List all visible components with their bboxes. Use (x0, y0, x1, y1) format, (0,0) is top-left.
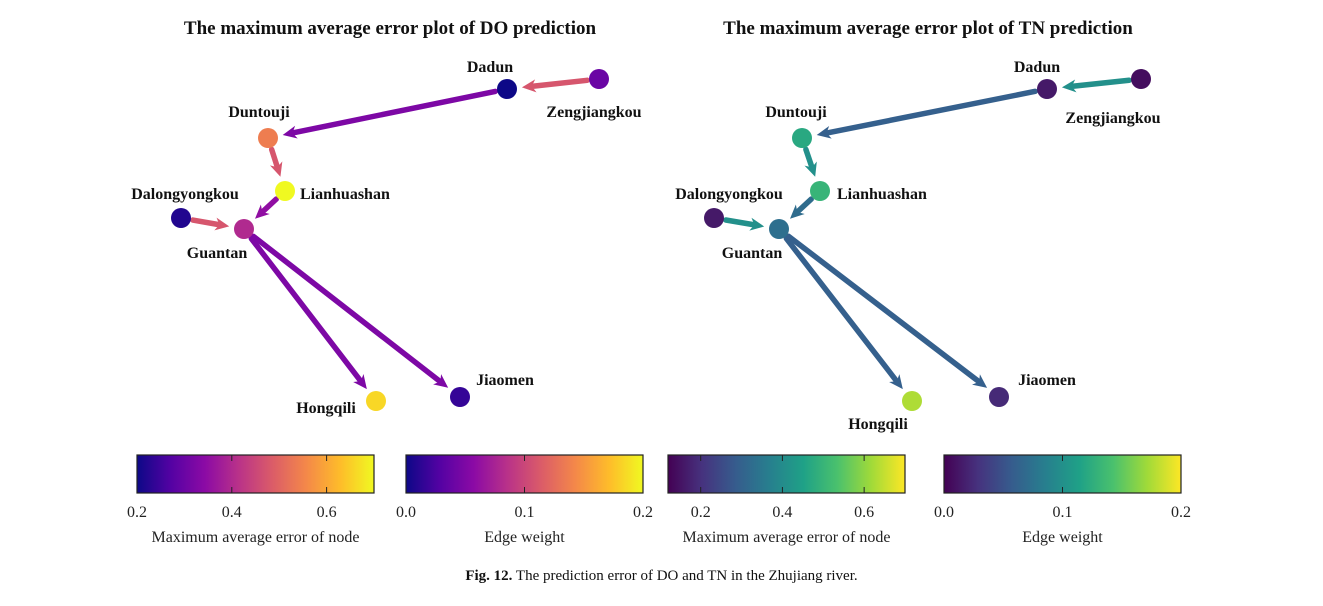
node-lianhuashan[interactable] (275, 181, 295, 201)
edge-colorbar-1: 0.0 0.1 0.2 Edge weight (396, 454, 653, 546)
node-label-hongqili: Hongqili (296, 400, 356, 417)
node-dalongyongkou[interactable] (704, 208, 724, 228)
edge-zengjiangkou-to-dadun (531, 77, 590, 89)
edge-guantan-to-jiaomen (250, 233, 442, 384)
edge-arrowhead (889, 374, 903, 390)
node-duntouji[interactable] (792, 128, 812, 148)
network-panel-1: The maximum average error plot of DO pre… (127, 18, 653, 546)
edge-duntouji-to-lianhuashan (803, 146, 815, 169)
edge-arrowhead (353, 374, 367, 390)
node-dadun[interactable] (1037, 79, 1057, 99)
node-guantan[interactable] (769, 219, 789, 239)
colorbar-label: Maximum average error of node (683, 529, 891, 546)
node-label-lianhuashan: Lianhuashan (837, 186, 927, 203)
network-panel-2: The maximum average error plot of TN pre… (667, 18, 1191, 546)
node-zengjiangkou[interactable] (1131, 69, 1151, 89)
colorbar-gradient (943, 454, 1182, 494)
node-label-dalongyongkou: Dalongyongkou (131, 186, 239, 203)
edge-arrowhead (972, 374, 988, 388)
edge-arrowhead (269, 161, 283, 177)
edge-arrowhead (804, 161, 817, 177)
node-jiaomen[interactable] (989, 387, 1009, 407)
edge-guantan-to-jiaomen (785, 233, 981, 384)
edge-dalongyongkou-to-guantan (190, 217, 221, 228)
colorbar-tick-label: 0.6 (317, 504, 337, 521)
node-label-guantan: Guantan (722, 245, 783, 262)
node-colorbar-2: 0.2 0.4 0.6 Maximum average error of node (667, 454, 906, 546)
node-label-hongqili: Hongqili (848, 416, 908, 433)
edge-arrowhead (255, 204, 270, 219)
edge-zengjiangkou-to-dadun (1071, 77, 1132, 89)
node-label-jiaomen: Jiaomen (1018, 372, 1076, 389)
node-label-zengjiangkou: Zengjiangkou (1065, 110, 1160, 127)
node-dadun[interactable] (497, 79, 517, 99)
figure-caption: Fig. 12. The prediction error of DO and … (0, 568, 1323, 585)
colorbar-tick-label: 0.2 (633, 504, 653, 521)
node-hongqili[interactable] (902, 391, 922, 411)
colorbar-tick-label: 0.6 (854, 504, 874, 521)
node-label-guantan: Guantan (187, 245, 248, 262)
node-guantan[interactable] (234, 219, 254, 239)
colorbar-gradient (405, 454, 644, 494)
edge-guantan-to-hongqili (248, 235, 363, 383)
edge-guantan-to-hongqili (783, 235, 899, 383)
colorbar-label: Edge weight (1022, 529, 1103, 546)
caption-text: The prediction error of DO and TN in the… (515, 568, 858, 584)
figure-canvas: The maximum average error plot of DO pre… (127, 18, 1191, 546)
colorbar-tick-label: 0.2 (1171, 504, 1191, 521)
edge-lianhuashan-to-guantan (261, 196, 279, 214)
colorbar-tick-label: 0.1 (1053, 504, 1073, 521)
node-label-dadun: Dadun (467, 59, 513, 76)
node-label-duntouji: Duntouji (228, 104, 290, 121)
edge-arrowhead (749, 217, 765, 231)
node-hongqili[interactable] (366, 391, 386, 411)
node-colorbar-1: 0.2 0.4 0.6 Maximum average error of node (127, 454, 375, 546)
node-lianhuashan[interactable] (810, 181, 830, 201)
colorbar-tick-label: 0.1 (515, 504, 535, 521)
colorbar-tick-label: 0.2 (127, 504, 147, 521)
node-duntouji[interactable] (258, 128, 278, 148)
edge-colorbar-2: 0.0 0.1 0.2 Edge weight (934, 454, 1191, 546)
node-label-duntouji: Duntouji (765, 104, 827, 121)
edge-arrowhead (282, 125, 298, 139)
edge-duntouji-to-lianhuashan (268, 146, 280, 169)
edge-dadun-to-duntouji (825, 88, 1038, 136)
node-label-lianhuashan: Lianhuashan (300, 186, 390, 203)
colorbar-label: Edge weight (484, 529, 565, 546)
colorbar-tick-label: 0.0 (934, 504, 954, 521)
node-label-zengjiangkou: Zengjiangkou (546, 104, 641, 121)
node-label-jiaomen: Jiaomen (476, 372, 534, 389)
node-dalongyongkou[interactable] (171, 208, 191, 228)
edge-arrowhead (1061, 79, 1077, 93)
colorbar-tick-label: 0.2 (691, 504, 711, 521)
colorbar-label: Maximum average error of node (152, 529, 360, 546)
node-jiaomen[interactable] (450, 387, 470, 407)
colorbar-tick-label: 0.4 (222, 504, 242, 521)
edge-lianhuashan-to-guantan (796, 196, 814, 214)
edge-arrowhead (433, 374, 449, 388)
colorbar-tick-label: 0.4 (772, 504, 792, 521)
node-zengjiangkou[interactable] (589, 69, 609, 89)
node-label-dalongyongkou: Dalongyongkou (675, 186, 783, 203)
colorbar-gradient (667, 454, 906, 494)
panel-title: The maximum average error plot of DO pre… (184, 18, 597, 39)
node-label-dadun: Dadun (1014, 59, 1060, 76)
colorbar-tick-label: 0.0 (396, 504, 416, 521)
edge-arrowhead (214, 217, 230, 231)
colorbar-gradient (136, 454, 375, 494)
caption-label: Fig. 12. (465, 568, 513, 584)
edge-dalongyongkou-to-guantan (723, 217, 756, 228)
edge-arrowhead (521, 79, 537, 93)
panel-title: The maximum average error plot of TN pre… (723, 18, 1133, 39)
edge-dadun-to-duntouji (291, 88, 498, 136)
edge-arrowhead (790, 204, 805, 219)
edge-arrowhead (816, 125, 832, 139)
